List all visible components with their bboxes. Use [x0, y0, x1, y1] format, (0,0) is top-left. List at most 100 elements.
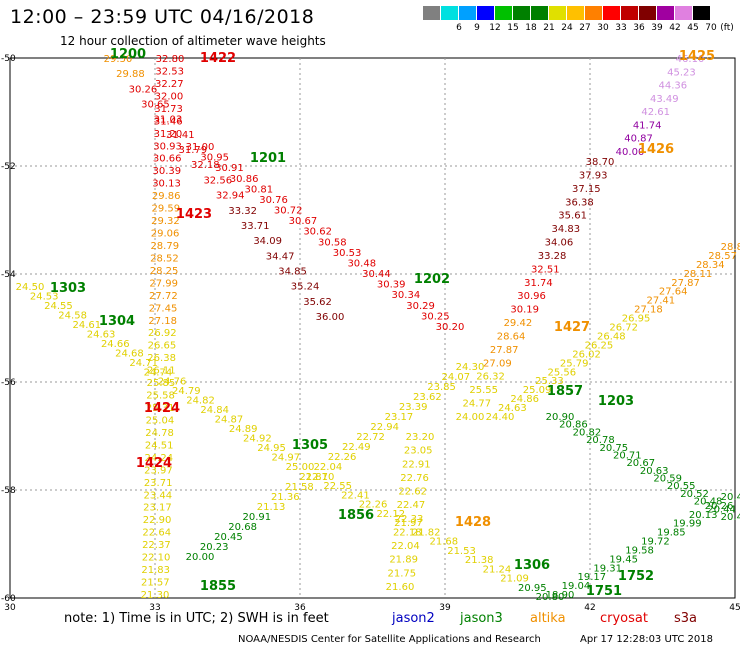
swh-value: 28.52 [150, 253, 179, 264]
colorbar-tick-label: 6 [456, 23, 462, 33]
swh-value: 22.47 [397, 500, 426, 511]
swh-value: 28.34 [696, 260, 725, 271]
colorbar-tick-label: 18 [525, 23, 537, 33]
swh-value: 44.36 [659, 81, 688, 92]
pass-time-label: 1203 [598, 394, 634, 409]
swh-value: 24.71 [129, 358, 158, 369]
colorbar-tick-label: 70 [705, 23, 717, 33]
swh-value: 25.58 [146, 391, 175, 402]
swh-value: 27.18 [634, 305, 663, 316]
swh-value: 32.94 [216, 191, 245, 202]
swh-value: 21.24 [483, 564, 512, 575]
swh-value: 26.65 [148, 341, 177, 352]
colorbar-unit: (ft) [720, 23, 734, 33]
swh-value: 28.25 [150, 266, 179, 277]
colorbar-swatch [513, 6, 531, 20]
swh-value: 32.80 [156, 54, 185, 65]
swh-value: 33.28 [538, 251, 567, 262]
swh-value: 25.79 [560, 358, 589, 369]
swh-value: 22.91 [402, 459, 431, 470]
swh-value: 32.51 [531, 264, 560, 275]
lat-tick-label: -60 [1, 594, 16, 604]
swh-value: 30.96 [517, 291, 546, 302]
swh-value: 21.36 [271, 492, 300, 503]
swh-value: 27.87 [490, 345, 519, 356]
swh-value: 20.68 [228, 522, 257, 533]
swh-value: 38.70 [586, 157, 615, 168]
pass-time-label: 1200 [110, 47, 146, 62]
swh-value: 20.80 [536, 592, 565, 603]
pass-time-label: 1855 [200, 579, 236, 594]
swh-value: 26.32 [476, 372, 505, 383]
swh-value: 24.82 [186, 396, 215, 407]
swh-value: 22.94 [370, 422, 399, 433]
swh-value: 24.89 [229, 424, 258, 435]
swh-value: 23.17 [385, 412, 414, 423]
swh-value: 30.53 [333, 248, 362, 259]
pass-time-label: 1426 [638, 142, 674, 157]
pass-time-labels: 1200 1422 1201 1423 1303 1304 1202 1427 1425 1426… [50, 47, 715, 599]
swh-value: 37.15 [572, 184, 601, 195]
swh-value: 21.82 [412, 527, 441, 538]
swh-value: 30.34 [392, 290, 421, 301]
swh-value: 24.07 [441, 372, 470, 383]
swh-value: 22.10 [142, 553, 171, 564]
units-note: note: 1) Time is in UTC; 2) SWH is in fe… [64, 611, 329, 626]
map-title: 12:00 – 23:59 UTC 04/16/2018 [10, 6, 315, 28]
generated-timestamp: Apr 17 12:28:03 UTC 2018 [580, 634, 713, 645]
swh-value: 22.62 [398, 487, 427, 498]
swh-value: 31.46 [154, 116, 183, 127]
swh-value: 24.66 [101, 339, 130, 350]
colorbar-swatch [531, 6, 549, 20]
lon-tick-label: 36 [294, 603, 306, 613]
swh-value: 25.85 [147, 378, 176, 389]
colorbar-tick-label: 12 [489, 23, 501, 33]
swh-value: 29.42 [504, 318, 533, 329]
pass-time-label: 1424 [144, 401, 180, 416]
swh-value: 40.00 [616, 147, 645, 158]
swh-value: 26.48 [597, 331, 626, 342]
swh-value: 37.93 [579, 170, 608, 181]
swh-value: 22.72 [356, 432, 385, 443]
swh-value: 25.31 [146, 403, 175, 414]
swh-value: 21.13 [257, 502, 286, 513]
swh-value: 21.58 [285, 482, 314, 493]
swh-value: 32.27 [155, 79, 184, 90]
swh-value: 35.24 [291, 282, 320, 293]
lat-tick-label: -50 [1, 54, 16, 64]
swh-value: 24.53 [30, 291, 59, 302]
legend-cryosat: cryosat [600, 611, 648, 626]
colorbar-swatch [549, 6, 567, 20]
swh-value: 43.49 [650, 94, 679, 105]
swh-value: 31.74 [524, 278, 553, 289]
swh-value: 30.72 [274, 206, 303, 217]
swh-value: 30.13 [152, 179, 181, 190]
swh-value: 45.23 [667, 67, 696, 78]
swh-value: 19.45 [609, 554, 638, 565]
swh-value: 21.89 [389, 555, 418, 566]
swh-value: 20.52 [680, 489, 709, 500]
colorbar-tick-label: 24 [561, 23, 573, 33]
pass-time-label: 1856 [338, 508, 374, 523]
swh-value: 29.59 [151, 204, 180, 215]
swh-value: 19.99 [673, 519, 702, 530]
colorbar-swatch [693, 6, 711, 20]
pass-time-label: 1423 [176, 207, 212, 222]
swh-value: 27.45 [149, 303, 178, 314]
swh-value: 20.26 [705, 501, 734, 512]
pass-time-label: 1201 [250, 151, 286, 166]
swh-value: 31.73 [154, 104, 183, 115]
swh-value: 30.62 [303, 227, 332, 238]
swh-value: 20.44 [707, 504, 736, 515]
swh-value: 30.48 [347, 258, 376, 269]
swh-value: 21.97 [394, 518, 423, 529]
colorbar-swatch [423, 6, 441, 20]
swh-value: 24.97 [271, 453, 300, 464]
swh-value: 24.51 [145, 440, 174, 451]
colorbar-swatch [639, 6, 657, 20]
lon-tick-label: 45 [729, 603, 740, 613]
swh-value: 20.90 [546, 412, 575, 423]
